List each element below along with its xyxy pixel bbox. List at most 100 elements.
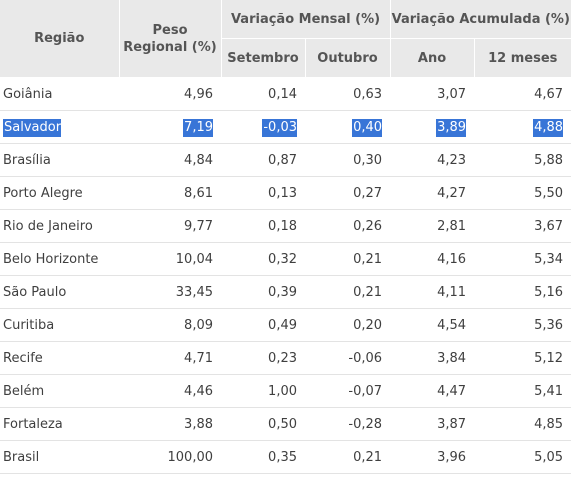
table-row: Belém 4,46 1,00 -0,07 4,47 5,41 [0,374,572,408]
cell-year-text: 2,81 [437,218,467,234]
cell-sep: 0,13 [221,176,305,210]
cell-weight-text: 4,96 [184,86,213,102]
cell-region-text: Porto Alegre [3,185,83,201]
cell-region-text: Brasil [3,449,40,465]
cell-region: Belo Horizonte [0,242,119,276]
cell-weight-text: 7,19 [183,118,213,137]
cell-region: Brasília [0,143,119,177]
header-weight-line1: Peso [152,22,188,38]
cell-region: Fortaleza [0,407,119,441]
cell-oct: -0,28 [305,407,391,441]
cell-twelve-text: 5,41 [534,383,564,399]
cell-sep-text: 1,00 [268,383,297,399]
cell-oct: 0,20 [305,308,391,342]
cell-year: 3,96 [390,440,475,474]
cell-twelve-text: 5,34 [534,251,564,267]
cell-sep-text: 0,39 [268,284,297,300]
cell-year: 3,07 [390,77,475,111]
cell-year-text: 3,84 [437,350,467,366]
cell-twelve-text: 5,50 [534,185,564,201]
cell-oct-text: -0,28 [348,416,383,432]
cell-oct-text: 0,63 [353,86,383,102]
cell-weight-text: 4,46 [184,383,213,399]
header-12-months: 12 meses [474,38,572,78]
cell-year-text: 4,23 [437,152,467,168]
cell-sep-text: 0,32 [268,251,297,267]
cell-oct-text: 0,40 [352,118,383,137]
cell-sep: 0,23 [221,341,305,375]
cell-oct: 0,63 [305,77,391,111]
table-body: Goiânia 4,96 0,14 0,63 3,07 4,67 Salvador 7,19 -… [0,77,572,474]
header-accumulated-variation: Variação Acumulada (%) [390,0,572,39]
cell-weight-text: 4,84 [184,152,213,168]
cell-year: 4,11 [390,275,475,309]
cell-twelve: 5,05 [474,440,572,474]
cell-oct: 0,27 [305,176,391,210]
table-row: Brasília 4,84 0,87 0,30 4,23 5,88 [0,143,572,177]
cell-oct-text: 0,26 [353,218,383,234]
cell-year-text: 4,16 [437,251,467,267]
header-weight: Peso Regional (%) [119,0,222,78]
cell-sep: 0,49 [221,308,305,342]
cell-region: Porto Alegre [0,176,119,210]
cell-year-text: 3,96 [437,449,467,465]
cell-sep: 0,50 [221,407,305,441]
cell-region: Rio de Janeiro [0,209,119,243]
cell-weight: 10,04 [119,242,221,276]
cell-sep: 0,39 [221,275,305,309]
cell-region-text: Fortaleza [3,416,63,432]
cell-year: 2,81 [390,209,475,243]
cell-region-text: Goiânia [3,86,53,102]
cell-sep-text: 0,23 [268,350,297,366]
cell-twelve: 4,85 [474,407,572,441]
cell-year-text: 4,27 [437,185,467,201]
cell-twelve-text: 5,16 [534,284,564,300]
cell-weight-text: 9,77 [184,218,213,234]
cell-year-text: 3,89 [436,118,467,137]
cell-oct-text: -0,07 [348,383,383,399]
cell-region-text: Recife [3,350,43,366]
cell-year: 4,23 [390,143,475,177]
cell-region-text: Salvador [3,118,62,137]
cell-twelve-text: 5,12 [534,350,564,366]
regional-inflation-table: Região Peso Regional (%) Variação Mensal… [0,0,572,474]
cell-oct-text: 0,27 [353,185,383,201]
cell-region-text: Rio de Janeiro [3,218,93,234]
cell-weight-text: 8,09 [184,317,213,333]
cell-year-text: 4,54 [437,317,467,333]
table-row: Recife 4,71 0,23 -0,06 3,84 5,12 [0,341,572,375]
cell-year-text: 3,87 [437,416,467,432]
cell-sep: 0,14 [221,77,305,111]
cell-weight: 9,77 [119,209,221,243]
cell-weight: 33,45 [119,275,221,309]
table-header: Região Peso Regional (%) Variação Mensal… [0,0,572,78]
cell-sep: 1,00 [221,374,305,408]
cell-twelve: 5,12 [474,341,572,375]
cell-twelve: 4,88 [474,110,572,144]
cell-oct: 0,26 [305,209,391,243]
cell-weight: 8,09 [119,308,221,342]
cell-oct: 0,21 [305,242,391,276]
cell-oct: 0,40 [305,110,391,144]
cell-region-text: Brasília [3,152,51,168]
cell-oct-text: 0,21 [353,449,383,465]
cell-twelve-text: 4,88 [533,118,564,137]
cell-region: Salvador [0,110,119,144]
cell-sep-text: 0,35 [268,449,297,465]
cell-twelve-text: 4,85 [534,416,564,432]
cell-twelve: 5,16 [474,275,572,309]
table-row: Salvador 7,19 -0,03 0,40 3,89 4,88 [0,110,572,144]
cell-region-text: São Paulo [3,284,67,300]
cell-region: Brasil [0,440,119,474]
cell-twelve-text: 4,67 [534,86,564,102]
header-monthly-variation: Variação Mensal (%) [221,0,391,39]
cell-weight: 100,00 [119,440,221,474]
table-row: Fortaleza 3,88 0,50 -0,28 3,87 4,85 [0,407,572,441]
cell-sep-text: 0,14 [268,86,297,102]
table-row: Goiânia 4,96 0,14 0,63 3,07 4,67 [0,77,572,111]
header-year: Ano [390,38,475,78]
cell-oct-text: 0,21 [353,251,383,267]
cell-region: Recife [0,341,119,375]
cell-oct: -0,06 [305,341,391,375]
cell-oct: -0,07 [305,374,391,408]
